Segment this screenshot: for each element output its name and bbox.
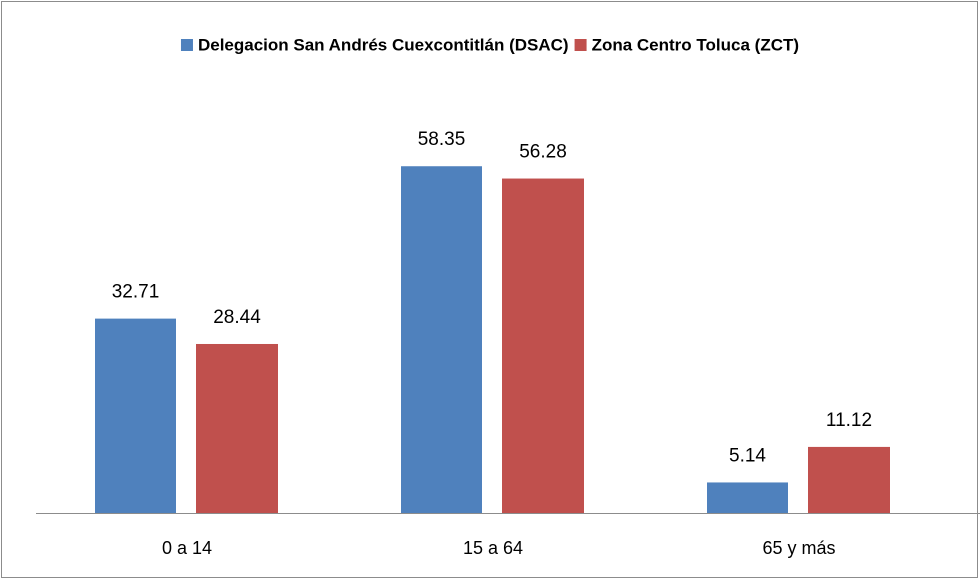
bar	[95, 318, 176, 513]
legend-label: Zona Centro Toluca (ZCT)	[592, 35, 799, 54]
data-label: 58.35	[418, 129, 466, 150]
bar	[502, 178, 584, 513]
bar	[196, 343, 278, 513]
legend-label: Delegacion San Andrés Cuexcontitlán (DSA…	[198, 35, 569, 54]
data-label: 11.12	[826, 410, 872, 431]
data-label: 32.71	[112, 282, 160, 303]
x-tick-label: 15 a 64	[463, 538, 523, 558]
bar	[401, 166, 482, 513]
bar	[707, 482, 788, 513]
data-label: 28.44	[213, 307, 261, 328]
legend-swatch	[180, 39, 193, 51]
x-tick-label: 65 y más	[762, 538, 835, 558]
data-label: 56.28	[519, 142, 567, 163]
data-label: 5.14	[729, 445, 766, 466]
x-tick-label: 0 a 14	[162, 538, 212, 558]
bar	[808, 446, 890, 513]
legend-swatch	[574, 39, 587, 51]
